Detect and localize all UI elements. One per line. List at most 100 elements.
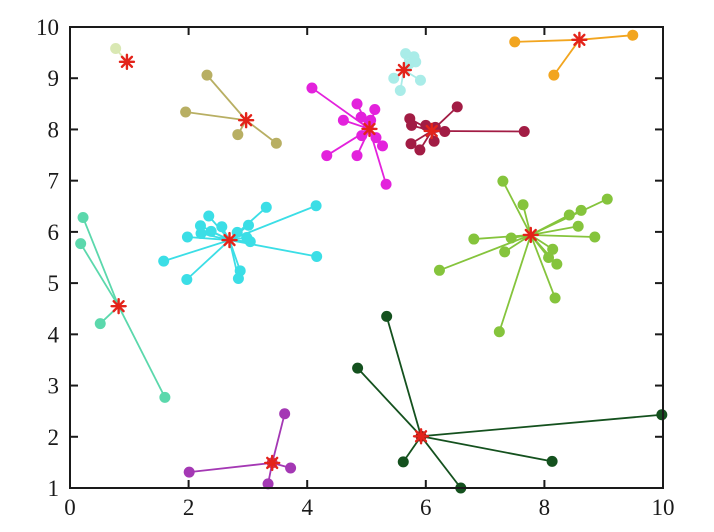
cluster-centroid-asterisk-pale-turquoise — [397, 63, 411, 77]
x-axis-tick-label: 2 — [183, 495, 195, 520]
cluster-centroid-asterisk-orange — [573, 33, 586, 46]
data-point-yellow-green — [543, 252, 555, 263]
data-point-pale-turquoise — [388, 72, 400, 84]
data-point-magenta — [370, 132, 382, 144]
plot-frame — [69, 26, 664, 489]
data-point-aquamarine — [75, 238, 87, 250]
data-point-cyan — [216, 221, 228, 233]
cluster-centroid-asterisk-olive — [239, 114, 253, 127]
data-point-aquamarine — [94, 318, 106, 330]
x-axis-tick-label: 10 — [652, 495, 675, 520]
data-point-cyan — [242, 219, 254, 231]
data-point-yellow-green — [468, 233, 480, 245]
data-point-dark-green — [656, 409, 668, 421]
data-point-cyan — [205, 225, 217, 237]
data-point-aquamarine — [77, 212, 89, 224]
data-point-yellow-green — [589, 231, 601, 243]
cluster-line-dark-green — [385, 316, 422, 437]
cluster-line-cyan — [163, 239, 230, 262]
y-axis-tick-label: 6 — [48, 220, 60, 245]
data-point-pale-turquoise — [394, 85, 406, 97]
cluster-line-aquamarine — [82, 217, 120, 307]
x-axis-tick-label: 8 — [539, 495, 551, 520]
x-axis-tick-label: 6 — [420, 495, 432, 520]
data-point-dark-red — [414, 144, 426, 156]
cluster-line-orange — [514, 38, 580, 43]
cluster-line-aquamarine — [79, 243, 120, 307]
cluster-centroid-asterisk-dark-red — [425, 124, 438, 138]
data-point-aquamarine — [159, 391, 171, 403]
cluster-line-dark-green — [420, 413, 662, 438]
data-point-orange — [627, 29, 639, 41]
data-point-dark-red — [405, 138, 417, 150]
data-point-cyan — [158, 255, 170, 267]
data-point-magenta — [351, 98, 363, 110]
data-point-cyan — [311, 250, 323, 262]
cluster-line-yellow-green — [498, 234, 532, 333]
cluster-line-cyan — [186, 239, 231, 281]
data-point-yellow-green — [505, 232, 517, 244]
data-point-purple — [183, 466, 195, 478]
data-point-pale-turquoise — [400, 48, 412, 60]
cluster-line-olive — [206, 74, 247, 121]
data-point-olive — [180, 106, 192, 118]
data-point-dark-red — [518, 125, 530, 137]
data-point-magenta — [351, 150, 363, 162]
data-point-yellow-green — [433, 264, 445, 276]
y-axis-tick-label: 9 — [48, 66, 60, 91]
data-point-yellow-green — [547, 243, 559, 255]
data-point-dark-red — [439, 125, 451, 137]
data-point-yellow-green — [497, 175, 509, 187]
cluster-centroid-asterisk-aquamarine — [112, 300, 125, 313]
cluster-centroid-asterisk-yellow-green — [524, 228, 537, 242]
data-point-magenta — [377, 140, 389, 152]
data-point-pale-green — [110, 43, 122, 55]
x-axis-tick-label: 4 — [301, 495, 313, 520]
data-point-yellow-green — [549, 292, 561, 304]
data-point-purple — [279, 408, 291, 420]
data-point-yellow-green — [575, 204, 587, 216]
y-axis-tick-label: 7 — [48, 169, 60, 194]
cluster-line-cyan — [229, 239, 317, 258]
data-point-yellow-green — [551, 258, 563, 270]
cluster-line-aquamarine — [117, 305, 166, 398]
cluster-centroid-asterisk-pale-green — [120, 55, 134, 68]
data-point-cyan — [260, 201, 272, 213]
data-point-yellow-green — [493, 326, 505, 338]
y-axis-tick-label: 4 — [48, 322, 60, 347]
y-axis-tick-label: 10 — [36, 15, 59, 40]
data-point-orange — [509, 36, 521, 48]
cluster-centroid-asterisk-cyan — [223, 233, 236, 247]
data-point-magenta — [355, 111, 367, 123]
data-point-yellow-green — [572, 220, 584, 232]
cluster-line-orange — [579, 34, 633, 41]
data-point-cyan — [195, 227, 207, 239]
data-point-dark-green — [397, 456, 409, 468]
data-point-yellow-green — [563, 209, 575, 221]
data-point-orange — [548, 69, 560, 81]
data-point-cyan — [244, 236, 256, 248]
data-point-magenta — [321, 150, 333, 162]
data-point-magenta — [337, 114, 349, 126]
data-point-pale-turquoise — [414, 74, 426, 86]
cluster-centroid-asterisk-purple — [266, 456, 279, 470]
data-point-cyan — [181, 231, 193, 243]
data-point-olive — [270, 137, 282, 149]
y-axis-tick-label: 1 — [48, 476, 60, 501]
data-point-cyan — [181, 274, 193, 286]
cluster-line-yellow-green — [439, 234, 532, 272]
cluster-line-dark-green — [420, 435, 462, 489]
data-point-olive — [232, 129, 244, 141]
data-point-magenta — [380, 178, 392, 190]
cluster-line-yellow-green — [530, 225, 579, 236]
cluster-line-purple — [271, 413, 286, 464]
cluster-line-dark-green — [356, 367, 422, 437]
data-point-magenta — [369, 103, 381, 115]
cluster-line-yellow-green — [502, 180, 532, 236]
data-point-dark-green — [546, 455, 558, 467]
cluster-line-dark-green — [420, 435, 553, 463]
x-axis-tick-label: 0 — [64, 495, 76, 520]
data-point-dark-green — [352, 362, 364, 374]
data-point-purple — [262, 478, 274, 490]
